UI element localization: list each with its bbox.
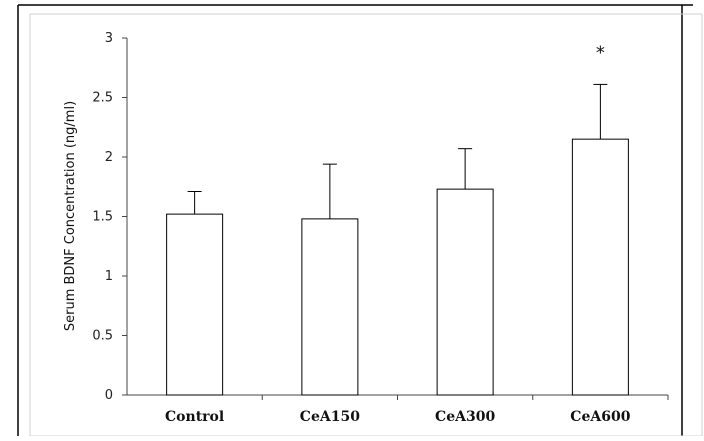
annotations: * xyxy=(596,42,605,63)
y-tick-label: 1 xyxy=(105,269,113,284)
x-tick-label: CeA300 xyxy=(435,409,495,425)
bar-cea300 xyxy=(436,188,494,396)
y-tick-label: 0.5 xyxy=(92,329,113,344)
y-tick-label: 2.5 xyxy=(92,91,113,106)
bars xyxy=(166,138,629,396)
error-bars xyxy=(187,83,608,219)
significance-marker: * xyxy=(596,42,605,63)
x-tick-label: CeA150 xyxy=(300,409,360,425)
y-tick-label: 1.5 xyxy=(92,210,113,225)
bar-cea150 xyxy=(301,218,359,396)
y-tick-label: 3 xyxy=(105,31,113,46)
bar-control xyxy=(166,213,224,396)
y-tick-label: 2 xyxy=(105,150,113,165)
x-tick-label: CeA600 xyxy=(570,409,630,425)
y-ticks: 0 0.5 1 1.5 2 2.5 3 xyxy=(92,31,127,403)
x-tick-label: Control xyxy=(165,409,224,425)
y-axis-title: Serum BDNF Concentration (ng/ml) xyxy=(63,101,78,331)
bar-cea600 xyxy=(571,138,629,396)
y-tick-label: 0 xyxy=(105,388,113,403)
x-tick-labels: Control CeA150 CeA300 CeA600 xyxy=(165,395,669,425)
